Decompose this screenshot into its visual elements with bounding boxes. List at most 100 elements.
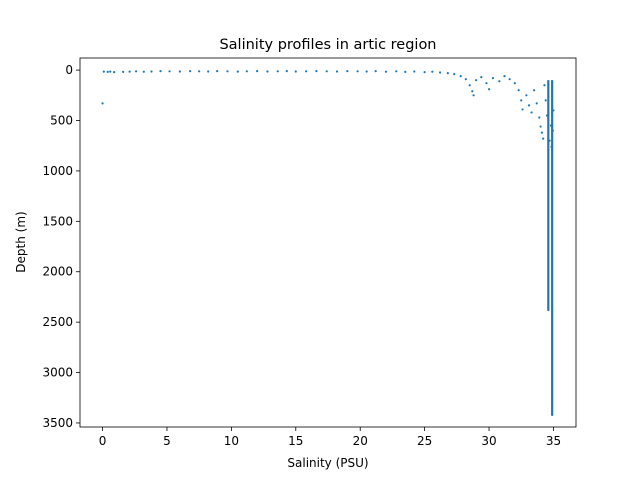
data-point [438,71,442,74]
data-point [236,70,239,73]
y-tick-label: 3500 [42,416,73,430]
data-point [150,70,153,73]
x-tick-label: 0 [99,434,107,448]
y-axis-label: Depth (m) [14,211,28,272]
chart-title: Salinity profiles in artic region [219,37,436,53]
data-point [168,70,171,73]
data-point [178,70,181,73]
data-point [374,70,377,73]
data-point [101,102,104,105]
data-point [431,70,434,73]
data-point [446,72,449,75]
y-tick-label: 2000 [42,265,73,279]
plot-frame [79,57,577,428]
data-point [475,79,478,82]
data-point [294,70,297,73]
data-point [471,90,474,93]
x-tick-label: 5 [163,434,171,448]
data-point [520,99,523,102]
x-tick-label: 35 [546,434,561,448]
data-point [538,116,541,119]
data-point [346,70,349,73]
data-point [539,125,542,128]
data-point [245,70,248,73]
data-point [198,70,201,73]
x-tick-label: 10 [224,434,239,448]
data-point [551,129,554,132]
data-point [216,70,219,73]
data-point [468,84,471,87]
data-point [472,94,475,97]
data-point [498,80,501,83]
data-point [525,94,528,97]
x-tick-label: 15 [288,434,303,448]
data-point [549,124,552,127]
y-tick-label: 2500 [42,315,73,329]
data-point [527,104,531,107]
data-point [548,139,551,142]
data-point [256,70,259,73]
y-tick-label: 0 [65,63,73,77]
data-point [423,71,426,74]
data-point [356,70,359,73]
data-point [550,145,553,148]
data-point [543,84,546,87]
data-point [189,70,192,73]
data-point [552,109,555,112]
data-point [517,89,520,92]
data-point [485,82,488,85]
data-point [102,70,105,73]
y-tick-label: 1000 [42,164,73,178]
x-tick-label: 25 [417,434,432,448]
data-point [122,70,125,74]
y-tick-label: 1500 [42,214,73,228]
data-point [159,70,162,73]
data-point [207,70,210,73]
data-point [384,70,388,73]
y-tick-label: 3000 [42,366,73,380]
data-point [365,70,368,73]
data-point [480,76,483,79]
data-point [335,70,339,73]
data-point [491,77,494,80]
data-point [266,70,269,73]
data-point [453,73,456,76]
y-tick-label: 500 [50,114,73,128]
data-point [413,70,416,73]
plot-area [101,70,555,416]
data-point [545,114,549,117]
data-point [544,99,547,102]
data-point [533,89,536,92]
data-point [113,71,116,74]
data-point [134,70,138,73]
data-point [540,131,543,134]
data-point [106,70,109,74]
data-point [487,88,491,91]
data-point [315,70,318,73]
x-tick-label: 30 [481,434,496,448]
data-point [459,75,462,78]
x-tick-label: 20 [353,434,368,448]
data-point [276,70,279,73]
data-point [305,70,308,73]
y-axis: 0 500 1000 1500 2000 2500 3000 3500 [42,63,80,430]
x-axis-label: Salinity (PSU) [287,456,368,470]
data-point [285,70,288,73]
data-point [142,70,145,73]
data-point [551,413,554,416]
data-point [521,108,524,111]
data-point [128,70,131,73]
data-point [464,78,467,81]
data-point [325,70,328,73]
data-point [530,111,533,114]
data-point [542,137,545,140]
data-point [404,70,407,74]
data-point [226,70,229,73]
data-point [547,308,550,312]
data-point [535,102,538,105]
data-point [508,78,511,81]
x-axis: 0 5 10 15 20 25 30 35 [99,427,561,448]
data-point [109,70,112,73]
data-point [503,75,506,78]
